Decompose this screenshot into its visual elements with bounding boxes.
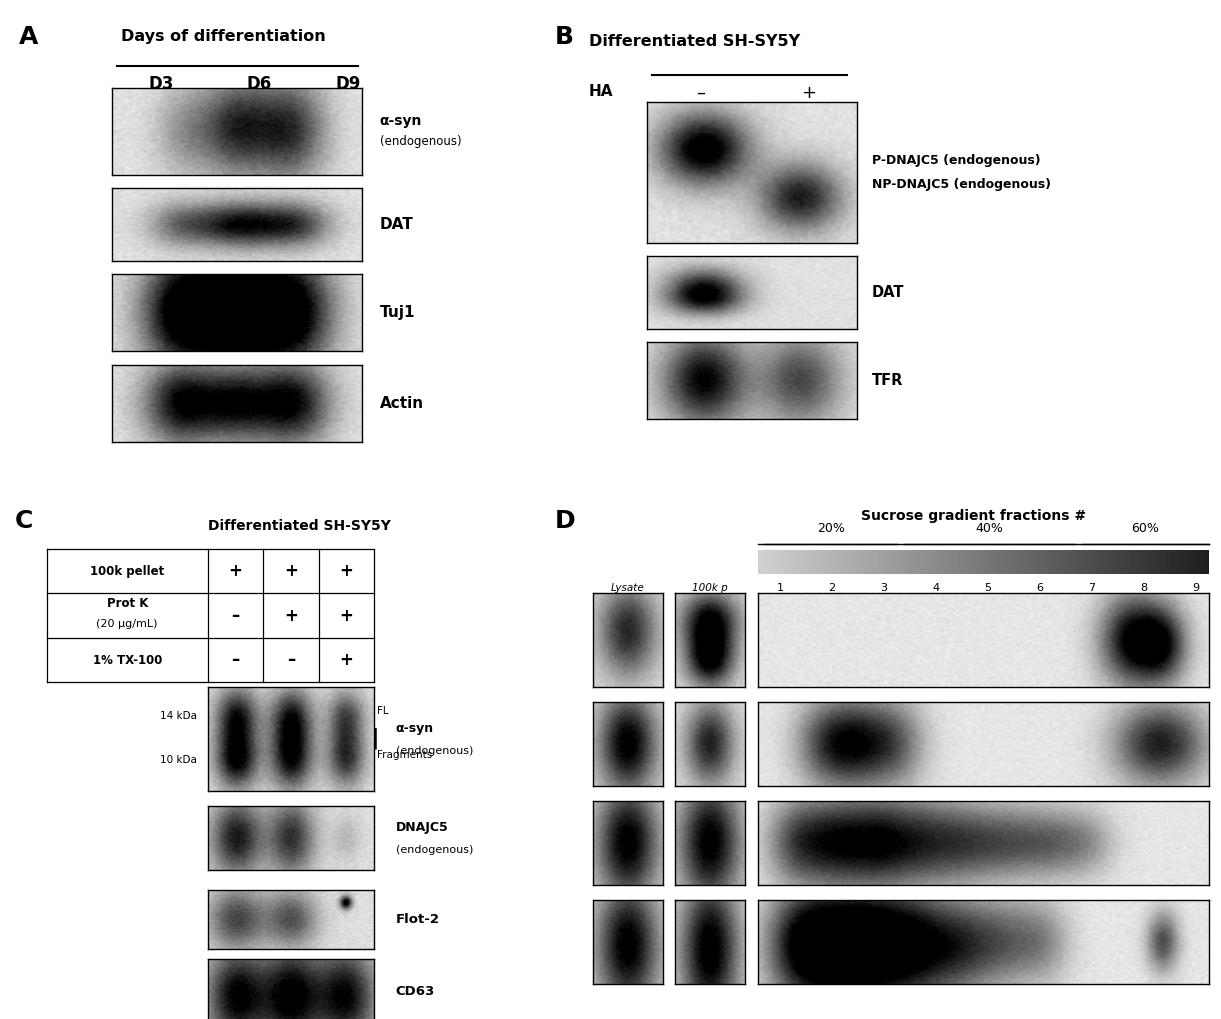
Text: CD63: CD63 [396,984,435,998]
Text: 6: 6 [1037,584,1044,593]
Text: D: D [554,510,575,533]
Text: HA: HA [589,84,613,99]
Text: Sucrose gradient fractions #: Sucrose gradient fractions # [861,510,1087,524]
Text: TFR: TFR [872,373,904,388]
Text: –: – [287,651,295,669]
Text: Actin: Actin [380,396,424,411]
Text: 5: 5 [984,584,991,593]
Text: 100k pellet: 100k pellet [90,565,165,578]
Text: +: + [801,84,816,102]
Text: B: B [554,24,574,49]
Text: (20 μg/mL): (20 μg/mL) [96,620,158,630]
Text: 14 kDa: 14 kDa [160,711,197,721]
Text: 8: 8 [1140,584,1148,593]
Text: 9: 9 [1192,584,1199,593]
Text: +: + [284,606,298,625]
Text: Tuj1: Tuj1 [380,306,415,320]
Text: –: – [696,84,706,102]
Text: α-syn: α-syn [396,722,433,736]
Text: –: – [232,606,239,625]
Text: 1: 1 [777,584,784,593]
Text: Differentiated SH-SY5Y: Differentiated SH-SY5Y [208,520,391,533]
Text: A: A [18,24,38,49]
Text: +: + [284,562,298,580]
Text: Differentiated SH-SY5Y: Differentiated SH-SY5Y [589,34,800,49]
Text: |: | [371,728,379,749]
Text: α-syn: α-syn [380,114,422,128]
Text: 7: 7 [1088,584,1095,593]
Text: 10 kDa: 10 kDa [160,755,197,765]
Text: D3: D3 [149,74,175,93]
Text: 1% TX-100: 1% TX-100 [93,653,162,666]
Text: (endogenous): (endogenous) [396,746,474,756]
Text: 40%: 40% [976,522,1004,535]
Text: –: – [232,651,239,669]
Text: +: + [228,562,243,580]
Text: Fragments: Fragments [377,750,432,760]
Text: (endogenous): (endogenous) [396,845,474,855]
Text: 100k p: 100k p [692,584,728,593]
Text: +: + [339,606,354,625]
Text: C: C [15,510,33,533]
Text: 4: 4 [933,584,939,593]
Text: Flot-2: Flot-2 [396,913,440,926]
Text: (endogenous): (endogenous) [380,136,462,148]
Text: Days of differentiation: Days of differentiation [121,30,326,45]
Text: P-DNAJC5 (endogenous): P-DNAJC5 (endogenous) [872,154,1040,166]
Text: NP-DNAJC5 (endogenous): NP-DNAJC5 (endogenous) [872,178,1051,191]
Text: DNAJC5: DNAJC5 [396,821,448,835]
Text: D6: D6 [247,74,272,93]
Text: DAT: DAT [380,217,414,232]
Text: +: + [339,651,354,669]
Text: DAT: DAT [872,285,905,300]
Text: Lysate: Lysate [610,584,645,593]
Text: 60%: 60% [1131,522,1159,535]
Text: 3: 3 [880,584,888,593]
Text: 2: 2 [828,584,835,593]
Text: +: + [339,562,354,580]
Text: FL: FL [377,706,388,716]
Text: 20%: 20% [817,522,845,535]
Text: Prot K: Prot K [106,597,148,609]
Text: D9: D9 [336,74,361,93]
